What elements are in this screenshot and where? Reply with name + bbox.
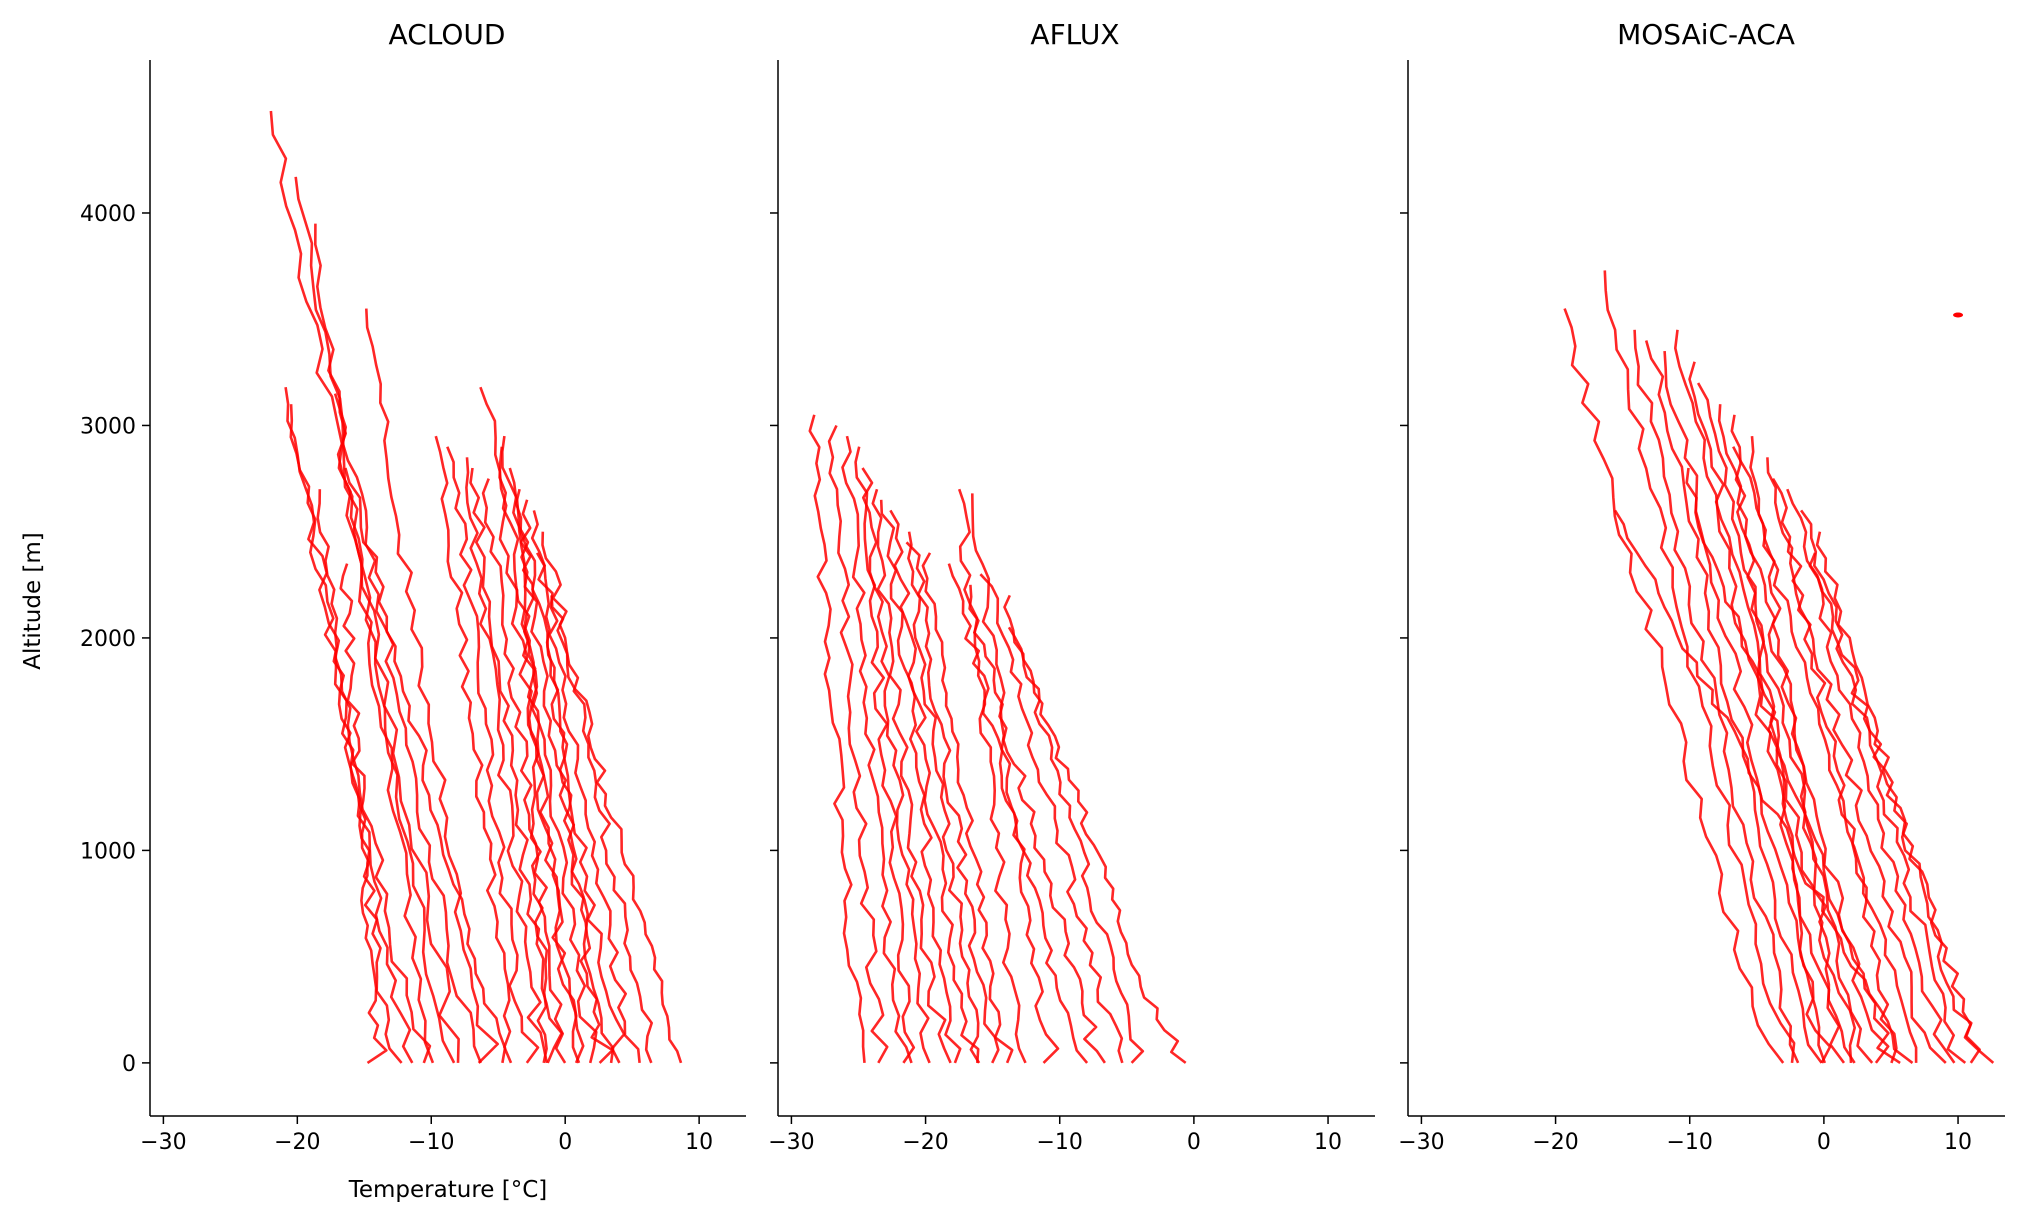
profile-line xyxy=(498,446,598,1064)
profile-line xyxy=(434,435,513,1064)
x-tick-label: −10 xyxy=(408,1130,454,1155)
profile-line xyxy=(465,457,549,1064)
profile-line xyxy=(469,467,563,1064)
profile-line xyxy=(535,552,614,1064)
y-tick-label: 0 xyxy=(122,1052,136,1077)
profile-line xyxy=(1786,488,1956,1064)
y-tick-label: 4000 xyxy=(80,202,136,227)
panel-title-acloud: ACLOUD xyxy=(389,18,506,51)
profile-line xyxy=(284,387,432,1064)
x-axis-label: Temperature [°C] xyxy=(348,1177,548,1203)
x-tick-label: −30 xyxy=(140,1130,186,1155)
profile-line xyxy=(1696,382,1874,1064)
profile-line xyxy=(854,446,916,1064)
profile-line xyxy=(947,563,1089,1064)
profile-line xyxy=(808,414,866,1064)
panel-acloud: ACLOUD −30 −20 −10 0 10 0 1000 2000 3000 4000 xyxy=(80,18,746,1155)
profile-line xyxy=(907,531,981,1064)
y-tick-label: 1000 xyxy=(80,839,136,864)
profile-line xyxy=(339,563,388,1064)
profile-lines xyxy=(1563,270,1995,1064)
profile-line xyxy=(446,446,540,1064)
profile-lines xyxy=(269,110,683,1064)
profile-line xyxy=(1603,270,1796,1064)
profile-line xyxy=(879,499,962,1064)
profile-line xyxy=(344,467,507,1064)
profile-line xyxy=(481,478,567,1064)
profile-line xyxy=(1674,329,1846,1064)
profile-line xyxy=(314,223,435,1064)
profile-line xyxy=(1007,626,1187,1064)
profile-line xyxy=(269,110,460,1063)
isolated-point xyxy=(1953,312,1964,318)
profile-line xyxy=(1800,509,1967,1064)
profile-line xyxy=(861,467,931,1064)
profile-line xyxy=(1766,457,1947,1064)
profile-line xyxy=(365,308,499,1064)
y-tick-label: 2000 xyxy=(80,627,136,652)
panel-mosaic-aca: MOSAiC-ACA −30 −20 −10 0 10 xyxy=(1398,18,2005,1155)
x-tick-label: −20 xyxy=(902,1130,948,1155)
profile-line xyxy=(316,489,403,1064)
x-tick-label: 0 xyxy=(558,1130,572,1155)
profile-line xyxy=(1685,467,1901,1064)
x-tick-label: −20 xyxy=(1532,1130,1578,1155)
x-tick-label: −30 xyxy=(1398,1130,1444,1155)
x-tick-label: 0 xyxy=(1817,1130,1831,1155)
profile-line xyxy=(1730,414,1832,1064)
x-tick-label: 10 xyxy=(685,1130,713,1155)
profile-line xyxy=(871,488,952,1064)
profile-line xyxy=(957,488,1027,1064)
profile-line xyxy=(1003,594,1145,1064)
profile-lines xyxy=(808,414,1187,1064)
profile-line xyxy=(333,393,483,1064)
profile-line xyxy=(979,573,1124,1064)
profile-line xyxy=(514,488,626,1064)
profile-line xyxy=(294,176,456,1064)
profile-line xyxy=(1717,404,1890,1064)
panel-aflux: AFLUX −30 −20 −10 0 10 xyxy=(768,18,1375,1155)
x-tick-label: 10 xyxy=(1944,1130,1972,1155)
x-tick-label: 0 xyxy=(1187,1130,1201,1155)
y-axis-label: Altitude [m] xyxy=(20,532,46,670)
profile-line xyxy=(1633,329,1800,1064)
y-tick-label: 3000 xyxy=(80,414,136,439)
profile-line xyxy=(1808,552,1995,1064)
profile-line xyxy=(289,404,414,1064)
profile-line xyxy=(841,435,913,1064)
profile-line xyxy=(1644,340,1823,1064)
panel-title-aflux: AFLUX xyxy=(1030,18,1119,51)
profile-line xyxy=(1688,361,1856,1063)
profile-line xyxy=(1749,436,1856,1064)
profile-line xyxy=(905,541,1000,1064)
x-tick-label: 10 xyxy=(1314,1130,1342,1155)
panel-title-mosaic-aca: MOSAiC-ACA xyxy=(1617,18,1795,51)
profile-line xyxy=(1563,308,1785,1064)
profile-line xyxy=(519,499,549,1064)
x-tick-label: −10 xyxy=(1037,1130,1083,1155)
profile-line xyxy=(541,531,653,1064)
x-tick-label: −20 xyxy=(274,1130,320,1155)
profile-line xyxy=(971,493,1060,1064)
profile-line xyxy=(1613,509,1914,1064)
profile-line xyxy=(968,584,1106,1064)
profile-line xyxy=(1815,531,1981,1064)
profile-line xyxy=(827,424,889,1064)
profile-line xyxy=(889,509,980,1063)
profile-line xyxy=(1771,477,1898,1064)
profile-line xyxy=(1732,446,1918,1063)
x-tick-label: −30 xyxy=(768,1130,814,1155)
profile-line xyxy=(550,595,683,1064)
profile-line xyxy=(921,552,1014,1064)
profile-line xyxy=(1663,351,1827,1064)
x-tick-label: −10 xyxy=(1667,1130,1713,1155)
